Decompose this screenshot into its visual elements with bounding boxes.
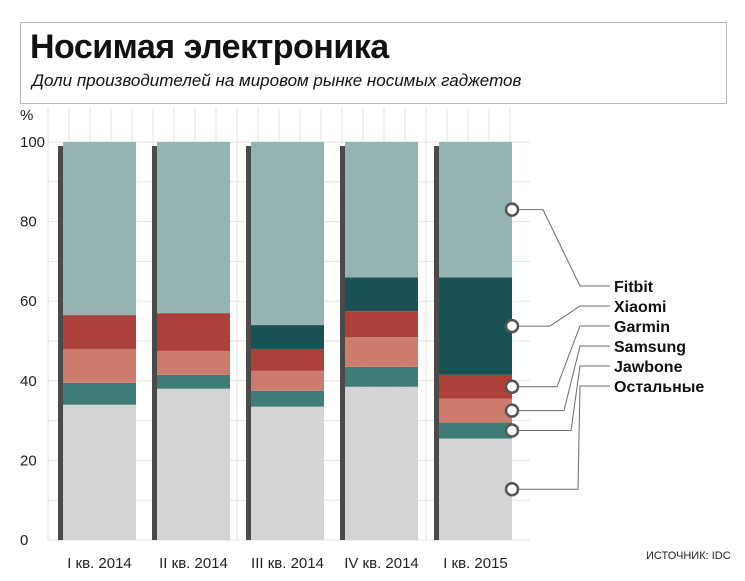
bar-segment xyxy=(439,277,512,375)
bar-segment xyxy=(251,325,324,349)
bar-segment xyxy=(439,142,512,278)
bar-segment xyxy=(439,422,512,439)
bar-segment xyxy=(157,350,230,375)
source-note: ИСТОЧНИК: IDC xyxy=(646,550,731,562)
y-tick-label: 20 xyxy=(20,452,37,469)
bar-segment xyxy=(157,388,230,540)
legend-leader-line xyxy=(518,385,610,490)
bar-segment xyxy=(63,142,136,316)
y-tick-label: 100 xyxy=(20,134,45,151)
legend-leader-line xyxy=(518,345,610,412)
legend-label: Samsung xyxy=(614,339,686,356)
legend-marker xyxy=(504,423,520,438)
bar-segment xyxy=(251,142,324,326)
x-tick-label: I кв. 2015 xyxy=(443,555,508,572)
legend-label: Garmin xyxy=(614,319,670,336)
bars xyxy=(58,142,512,540)
legend-marker xyxy=(504,318,520,334)
chart-subtitle: Доли производителей на мировом рынке нос… xyxy=(32,71,522,90)
bar-segment xyxy=(345,366,418,387)
x-tick-label: IV кв. 2014 xyxy=(344,555,419,572)
bar-shadow xyxy=(246,146,251,540)
legend-marker xyxy=(504,403,520,418)
x-tick-label: I кв. 2014 xyxy=(67,555,132,572)
bar-shadow xyxy=(434,146,439,540)
x-axis: I кв. 2014 II кв. 2014 III кв. 2014 IV кв. … xyxy=(67,555,508,572)
legend-marker xyxy=(504,202,520,217)
x-tick-label: II кв. 2014 xyxy=(159,555,228,572)
bar-shadow xyxy=(152,146,157,540)
bar-segment xyxy=(251,406,324,540)
x-tick-label: III кв. 2014 xyxy=(251,555,324,572)
bar-segment xyxy=(63,348,136,383)
bar-segment xyxy=(63,404,136,540)
legend-marker xyxy=(504,379,520,395)
y-tick-label: 0 xyxy=(20,532,28,549)
bar-segment xyxy=(157,374,230,389)
bar-segment xyxy=(63,382,136,405)
legend-leader-line xyxy=(518,365,610,432)
bar-shadow xyxy=(340,146,345,540)
bar-segment xyxy=(251,390,324,407)
y-tick-label: 60 xyxy=(20,293,37,310)
legend-marker xyxy=(504,482,520,497)
legend: Fitbit Xiaomi Garmin Samsung Jawbone Остальны… xyxy=(614,279,704,396)
bar-segment xyxy=(345,277,418,312)
bar-segment xyxy=(251,348,324,371)
bar-segment xyxy=(157,313,230,351)
bar-segment xyxy=(63,315,136,349)
bar-segment xyxy=(345,311,418,338)
y-tick-label: 80 xyxy=(20,214,37,231)
legend-label: Остальные xyxy=(614,379,704,396)
legend-label: Fitbit xyxy=(614,279,654,296)
bar-segment xyxy=(251,370,324,391)
legend-label: Jawbone xyxy=(614,359,683,376)
bar-segment xyxy=(345,337,418,367)
bar-segment xyxy=(157,142,230,314)
bar-segment xyxy=(439,398,512,423)
y-axis: 0 20 40 60 80 100 xyxy=(20,134,45,549)
chart-title: Носимая электроника xyxy=(30,28,389,66)
legend-leader-line xyxy=(518,209,610,287)
legend-leader-line xyxy=(518,325,610,388)
bar-segment xyxy=(439,374,512,399)
bar-segment xyxy=(439,438,512,540)
legend-leader-line xyxy=(518,305,610,327)
bar-segment xyxy=(345,142,418,278)
bar-segment xyxy=(345,386,418,540)
y-axis-unit: % xyxy=(20,107,34,124)
legend-label: Xiaomi xyxy=(614,299,666,316)
header-box xyxy=(20,22,727,104)
legend-leaders xyxy=(504,202,610,497)
bar-shadow xyxy=(58,146,63,540)
y-tick-label: 40 xyxy=(20,373,37,390)
